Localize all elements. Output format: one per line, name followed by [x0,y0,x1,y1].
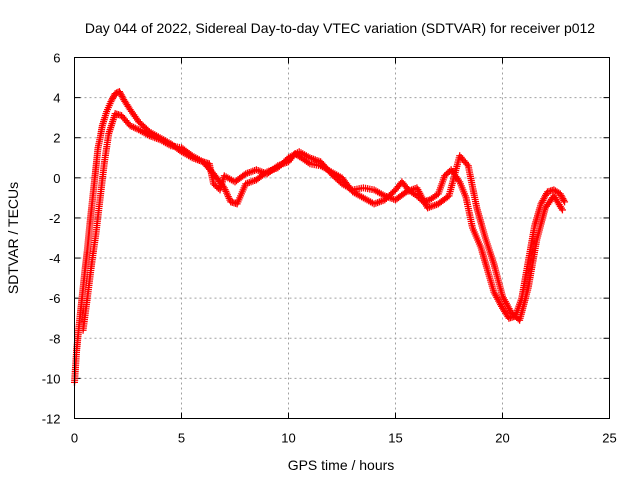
y-tick-label: -12 [42,412,61,427]
data-point [558,206,566,214]
y-tick-label: 4 [53,91,60,106]
y-tick-label: 0 [53,171,60,186]
x-axis-title: GPS time / hours [288,457,395,473]
data-point [213,183,221,191]
data-point [210,180,218,188]
x-tick-label: 15 [388,431,402,446]
y-tick-label: 2 [53,131,60,146]
y-tick-label: 6 [53,51,60,66]
data-point [463,160,471,168]
y-tick-label: -2 [49,211,61,226]
y-tick-label: -10 [42,371,61,386]
y-axis-title: SDTVAR / TECUs [5,182,21,294]
data-point [560,196,568,204]
series-trace [79,110,565,334]
data-point [561,198,569,206]
x-tick-label: 25 [602,431,616,446]
data-point [211,181,219,189]
data-point [441,172,449,180]
x-tick-label: 0 [71,431,78,446]
plot-frame [74,57,610,419]
y-tick-label: -8 [49,331,61,346]
data-point [442,170,450,178]
chart-title: Day 044 of 2022, Sidereal Day-to-day VTE… [85,20,595,36]
x-tick-label: 10 [281,431,295,446]
y-tick-label: -4 [49,251,61,266]
data-points [71,88,569,386]
y-tick-label: -6 [49,291,61,306]
x-tick-label: 20 [495,431,509,446]
x-tick-label: 5 [178,431,185,446]
grid [74,57,610,419]
